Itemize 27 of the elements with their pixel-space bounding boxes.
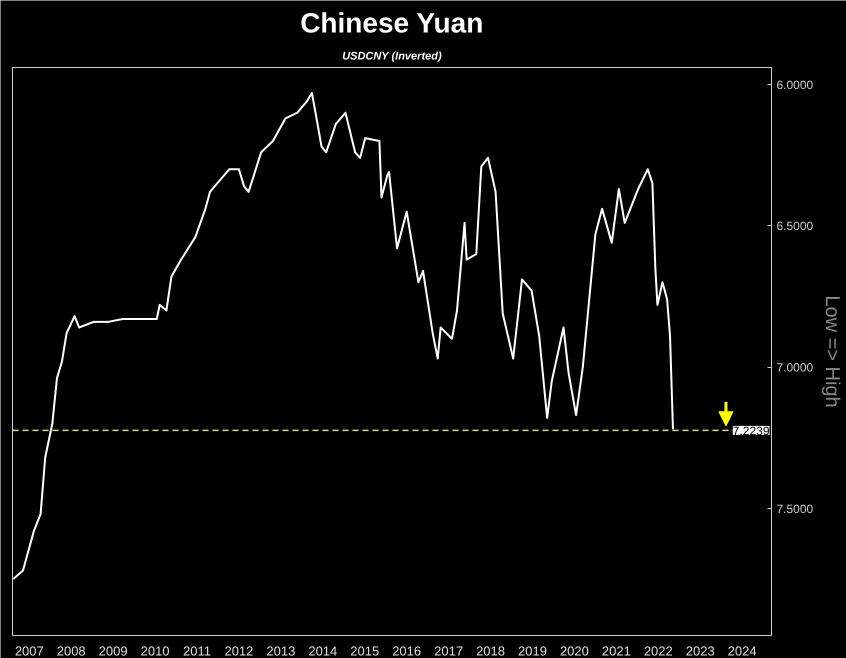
- x-tick-label: 2021: [602, 644, 631, 658]
- x-tick-label: 2017: [434, 644, 464, 658]
- x-tick-label: 2020: [560, 644, 589, 658]
- x-tick-label: 2007: [14, 644, 44, 658]
- x-tick-label: 2010: [140, 644, 170, 658]
- x-tick-label: 2024: [728, 644, 757, 658]
- x-tick-label: 2013: [266, 644, 296, 658]
- y-tick-label: 7.5000: [776, 502, 814, 516]
- ref-line-label: 7.2239: [732, 424, 770, 438]
- x-tick-label: 2016: [392, 644, 422, 658]
- x-tick-label: 2023: [686, 644, 715, 658]
- line-series: [12, 92, 674, 580]
- x-tick-label: 2022: [644, 644, 673, 658]
- x-tick-label: 2014: [308, 644, 338, 658]
- y-tick-label: 6.5000: [776, 219, 814, 234]
- x-tick-label: 2008: [56, 644, 86, 658]
- x-tick-label: 2018: [476, 644, 506, 658]
- chart-title: Chinese Yuan: [300, 8, 484, 38]
- y-tick-label: 6.0000: [776, 78, 814, 92]
- x-tick-label: 2009: [98, 644, 128, 658]
- x-tick-label: 2011: [183, 644, 211, 658]
- x-tick-label: 2012: [224, 644, 254, 658]
- x-tick-label: 2015: [350, 644, 380, 658]
- y-axis-title: Low => High: [821, 295, 844, 408]
- chart-subtitle: USDCNY (Inverted): [342, 50, 442, 62]
- x-tick-label: 2019: [518, 644, 547, 658]
- y-tick-label: 7.0000: [776, 360, 814, 375]
